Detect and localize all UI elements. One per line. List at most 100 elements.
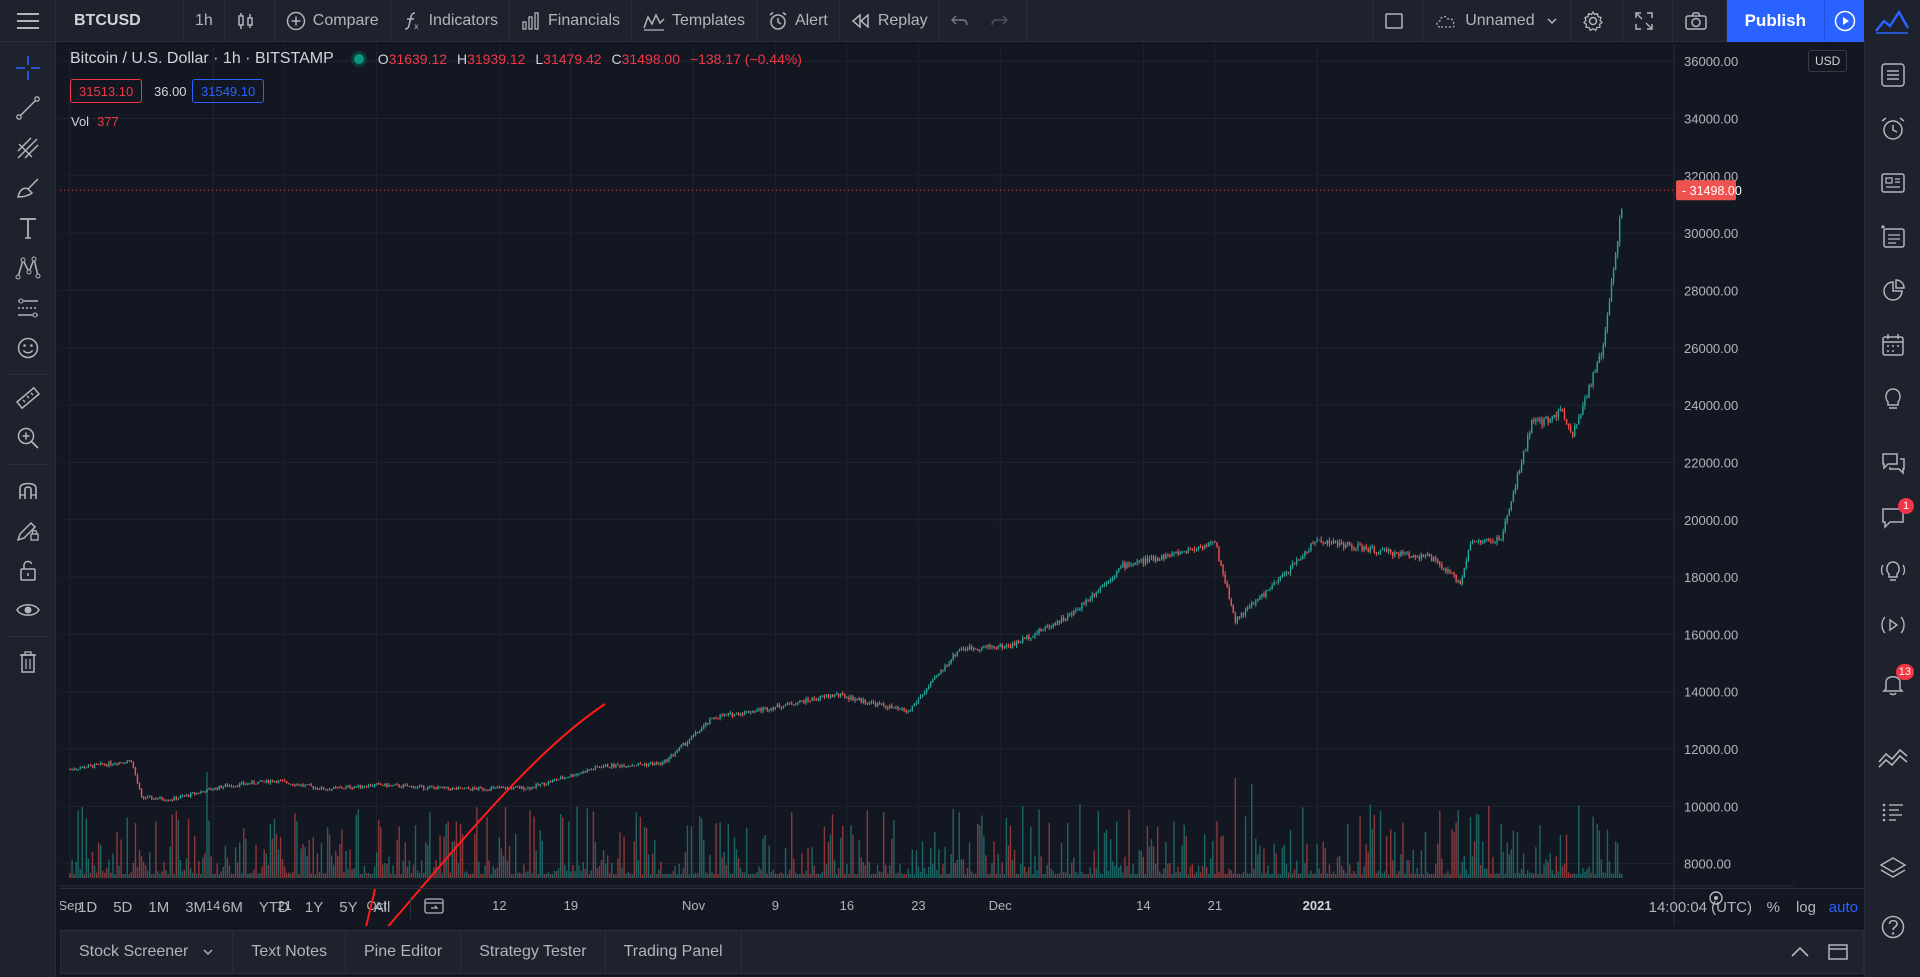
timeframe-1m[interactable]: 1M <box>148 899 170 916</box>
financials-button[interactable]: Financials <box>510 0 633 42</box>
symbol-title[interactable]: Bitcoin / U.S. Dollar · 1h · BITSTAMP <box>70 50 334 67</box>
log-scale-button[interactable]: log <box>1795 899 1816 916</box>
hide-drawings-tool[interactable] <box>14 596 42 624</box>
candle <box>167 799 169 802</box>
fib-tool[interactable] <box>14 134 42 162</box>
candle <box>1482 539 1484 545</box>
magnet-tool[interactable] <box>14 476 42 504</box>
publish-video-button[interactable] <box>1824 0 1864 42</box>
publish-button[interactable]: Publish <box>1726 0 1824 42</box>
remove-drawings-tool[interactable] <box>14 648 42 676</box>
candle <box>981 646 983 652</box>
candle <box>952 652 954 661</box>
timeframe-6m[interactable]: 6M <box>222 899 243 916</box>
save-layout-button[interactable]: Unnamed <box>1423 0 1571 42</box>
dom-button[interactable] <box>1878 798 1908 828</box>
sell-price-button[interactable]: 31513.10 <box>70 79 143 103</box>
settings-button[interactable] <box>1571 0 1623 42</box>
notifications-button[interactable]: 13 <box>1878 664 1914 698</box>
timeframe-3m[interactable]: 3M <box>185 899 207 916</box>
snapshot-button[interactable] <box>1673 0 1727 42</box>
news-button[interactable] <box>1878 168 1908 198</box>
compare-button[interactable]: Compare <box>275 0 391 42</box>
collapse-panel-button[interactable] <box>1789 943 1811 966</box>
auto-scale-button[interactable]: auto <box>1828 899 1858 916</box>
timeframe-5y[interactable]: 5Y <box>339 899 358 916</box>
menu-button[interactable] <box>0 0 56 42</box>
brand-logo[interactable] <box>1864 0 1920 42</box>
object-tree-button[interactable] <box>1878 854 1908 884</box>
help-button[interactable] <box>1878 912 1908 942</box>
candle <box>1056 619 1059 626</box>
indicators-button[interactable]: x Indicators <box>391 0 510 42</box>
market-status-dot[interactable] <box>353 54 364 64</box>
candle <box>991 644 993 650</box>
volume-bar <box>570 871 572 878</box>
calendar-button[interactable] <box>1878 330 1908 360</box>
volume-bar <box>1293 869 1296 878</box>
candle <box>557 779 560 781</box>
timeframe-ytd[interactable]: YTD <box>258 899 289 916</box>
percent-scale-button[interactable]: % <box>1766 899 1780 916</box>
candle <box>838 693 840 699</box>
brush-tool[interactable] <box>14 174 42 202</box>
alerts-button[interactable] <box>1878 114 1908 144</box>
streams-button[interactable] <box>1878 610 1908 640</box>
interval-button[interactable]: 1h <box>184 0 225 42</box>
buy-price-button[interactable]: 31549.10 <box>192 79 265 103</box>
clock-timezone[interactable]: 14:00:04 (UTC) <box>1648 899 1752 916</box>
tab-strategy-tester[interactable]: Strategy Tester <box>461 930 606 974</box>
candle <box>1449 569 1451 574</box>
text-tool[interactable] <box>14 214 42 242</box>
alert-button[interactable]: Alert <box>757 0 840 42</box>
tab-stock-screener[interactable]: Stock Screener <box>61 930 234 974</box>
lock-drawings-tool[interactable] <box>14 556 42 584</box>
tab-pine-editor[interactable]: Pine Editor <box>346 930 462 974</box>
crosshair-tool[interactable] <box>14 54 42 82</box>
fullscreen-button[interactable] <box>1623 0 1673 42</box>
replay-button[interactable]: Replay <box>840 0 940 42</box>
patterns-tool[interactable] <box>14 254 42 282</box>
public-chats-button[interactable] <box>1878 448 1908 478</box>
timeframe-all[interactable]: All <box>373 899 391 916</box>
layout-select-button[interactable] <box>1372 0 1424 42</box>
timeframe-1y[interactable]: 1Y <box>304 899 324 916</box>
volume-bar <box>660 861 662 878</box>
price-chart[interactable]: 36000.0034000.0032000.0030000.0028000.00… <box>60 44 1794 926</box>
zoom-in-tool[interactable] <box>14 424 42 452</box>
volume-bar <box>400 873 402 878</box>
prediction-tool[interactable] <box>14 294 42 322</box>
candle <box>764 706 766 710</box>
volume-bar <box>1232 873 1234 878</box>
candle <box>316 787 319 791</box>
goto-date-button[interactable] <box>423 896 445 920</box>
volume-bar <box>1220 836 1222 878</box>
timeframe-1d[interactable]: 1D <box>78 899 98 916</box>
ideas-button[interactable] <box>1878 384 1908 414</box>
tab-trading-panel[interactable]: Trading Panel <box>606 930 742 974</box>
chart-type-button[interactable] <box>225 0 275 42</box>
data-window-button[interactable] <box>1878 222 1908 252</box>
undo-icon[interactable] <box>950 13 969 29</box>
trend-line-tool[interactable] <box>14 94 42 122</box>
watchlist-button[interactable] <box>1878 60 1908 90</box>
hotlists-button[interactable] <box>1878 276 1908 306</box>
volume-label: Vol <box>71 114 90 129</box>
measure-tool[interactable] <box>14 384 42 412</box>
volume-bar <box>842 825 844 878</box>
candle <box>478 786 480 791</box>
redo-icon[interactable] <box>990 13 1008 29</box>
candle <box>831 694 834 698</box>
timeframe-5d[interactable]: 5D <box>113 899 133 916</box>
trading-panel-button[interactable] <box>1878 742 1908 772</box>
maximize-panel-button[interactable] <box>1827 943 1849 966</box>
icons-tool[interactable] <box>14 334 42 362</box>
volume-bar <box>1459 873 1461 878</box>
tab-text-notes[interactable]: Text Notes <box>233 930 346 974</box>
idea-stream-button[interactable] <box>1878 556 1908 586</box>
templates-button[interactable]: Templates <box>632 0 757 42</box>
currency-label[interactable]: USD <box>1808 50 1848 72</box>
stay-in-drawing-mode-tool[interactable] <box>14 516 42 544</box>
private-chats-button[interactable]: 1 <box>1878 498 1914 532</box>
symbol-search[interactable]: BTCUSD <box>56 0 184 42</box>
